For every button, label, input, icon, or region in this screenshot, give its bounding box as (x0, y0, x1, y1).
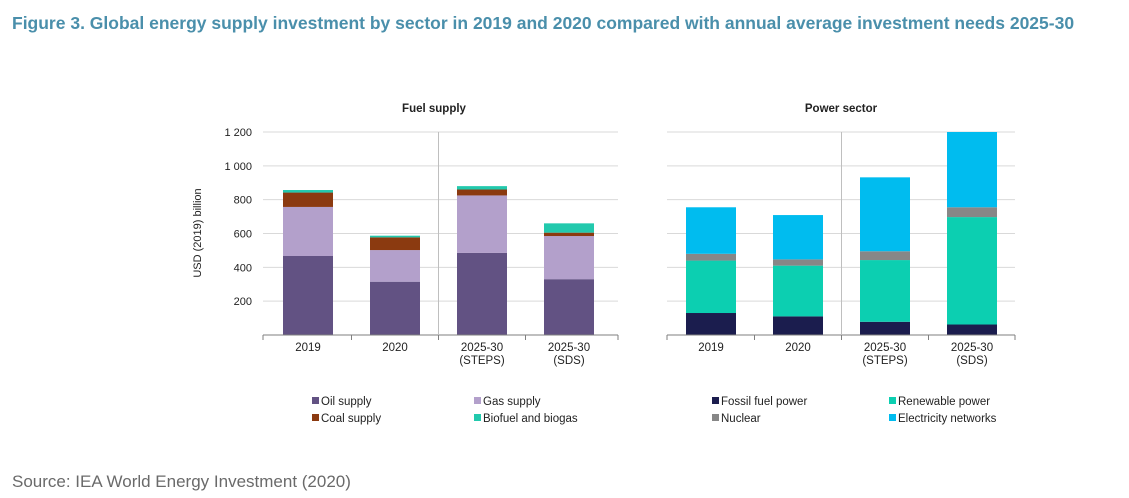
legend-label: Biofuel and biogas (483, 413, 578, 425)
bar-segment (283, 206, 333, 256)
legend-label: Electricity networks (898, 413, 997, 425)
category-label: 2020 (785, 342, 811, 354)
bar-segment (947, 207, 997, 218)
bar-segment (457, 252, 507, 335)
legend-swatch (312, 397, 319, 404)
bar-segment (686, 253, 736, 261)
bar-segment (544, 232, 594, 237)
bar-segment (457, 195, 507, 253)
legend-label: Fossil fuel power (721, 396, 807, 408)
legend-label: Nuclear (721, 413, 761, 425)
category-label: (SDS) (956, 355, 987, 367)
bar-segment (283, 255, 333, 335)
bar-segment (773, 316, 823, 335)
bar-segment (283, 192, 333, 207)
source-note: Source: IEA World Energy Investment (202… (12, 472, 351, 491)
legend-label: Gas supply (483, 396, 541, 408)
category-label: 2020 (382, 342, 408, 354)
legend-swatch (889, 397, 896, 404)
y-tick-label: 1 200 (224, 127, 252, 139)
legend-label: Coal supply (321, 413, 381, 425)
category-label: 2019 (698, 342, 724, 354)
bar-segment (457, 189, 507, 196)
panel-title: Power sector (805, 103, 878, 115)
y-tick-label: 200 (234, 296, 252, 308)
legend-swatch (312, 414, 319, 421)
bar-segment (370, 250, 420, 282)
bar-segment (860, 251, 910, 261)
bar-segment (457, 186, 507, 190)
bar-segment (947, 217, 997, 325)
category-label: (STEPS) (862, 355, 908, 367)
category-label: (SDS) (553, 355, 584, 367)
bar-segment (947, 132, 997, 208)
legend-swatch (474, 397, 481, 404)
category-label: 2025-30 (548, 342, 590, 354)
legend-swatch (889, 414, 896, 421)
bar-segment (370, 235, 420, 238)
bar-segment (370, 237, 420, 251)
bar-segment (773, 265, 823, 317)
bar-segment (686, 313, 736, 335)
figure-title: Figure 3. Global energy supply investmen… (12, 13, 1075, 33)
bar-segment (860, 260, 910, 322)
bar-segment (544, 279, 594, 335)
y-axis-label: USD (2019) billion (192, 188, 204, 277)
category-label: 2025-30 (461, 342, 503, 354)
bar-segment (686, 207, 736, 254)
bar-segment (283, 190, 333, 193)
legend-label: Oil supply (321, 396, 372, 408)
y-tick-label: 1 000 (224, 161, 252, 173)
bar-segment (544, 236, 594, 280)
category-label: 2019 (295, 342, 321, 354)
bar-segment (686, 260, 736, 314)
bar-segment (860, 321, 910, 335)
bar-segment (773, 215, 823, 260)
y-tick-label: 400 (234, 262, 252, 274)
bar-segment (370, 281, 420, 335)
bar-segment (860, 177, 910, 252)
legend-swatch (712, 414, 719, 421)
y-tick-label: 600 (234, 229, 252, 241)
y-tick-label: 800 (234, 195, 252, 207)
legend-swatch (712, 397, 719, 404)
bar-segment (947, 324, 997, 335)
legend-swatch (474, 414, 481, 421)
category-label: (STEPS) (459, 355, 505, 367)
panel-title: Fuel supply (402, 103, 467, 115)
category-label: 2025-30 (864, 342, 906, 354)
bar-segment (544, 223, 594, 233)
bar-segment (773, 259, 823, 266)
legend-label: Renewable power (898, 396, 990, 408)
category-label: 2025-30 (951, 342, 993, 354)
